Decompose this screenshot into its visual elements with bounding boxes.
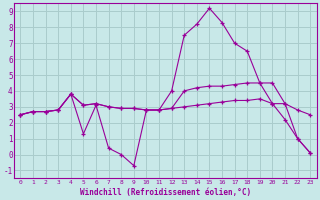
X-axis label: Windchill (Refroidissement éolien,°C): Windchill (Refroidissement éolien,°C) (80, 188, 251, 197)
